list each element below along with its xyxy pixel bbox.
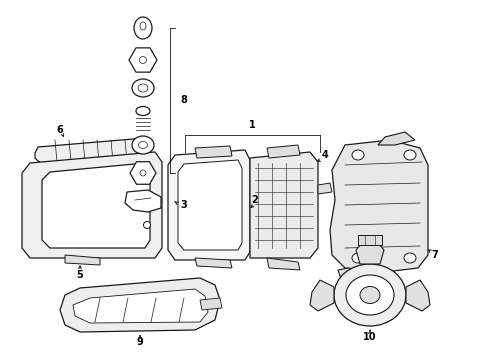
Polygon shape (195, 258, 232, 268)
Text: 6: 6 (57, 125, 63, 135)
Polygon shape (267, 258, 300, 270)
Text: 10: 10 (363, 332, 377, 342)
Polygon shape (338, 268, 375, 290)
Ellipse shape (136, 107, 150, 116)
Polygon shape (22, 152, 162, 258)
Ellipse shape (352, 253, 364, 263)
Polygon shape (60, 278, 220, 332)
Text: 2: 2 (252, 195, 258, 205)
Text: 9: 9 (137, 337, 144, 347)
Polygon shape (35, 138, 148, 163)
Text: 1: 1 (248, 120, 255, 130)
Ellipse shape (404, 150, 416, 160)
Ellipse shape (404, 253, 416, 263)
Ellipse shape (139, 141, 147, 149)
Ellipse shape (144, 221, 150, 229)
Polygon shape (200, 298, 222, 310)
Text: 3: 3 (181, 200, 187, 210)
Polygon shape (125, 190, 161, 212)
Polygon shape (330, 140, 428, 272)
Polygon shape (178, 160, 242, 250)
Ellipse shape (352, 150, 364, 160)
Ellipse shape (140, 57, 147, 63)
Ellipse shape (346, 275, 394, 315)
Ellipse shape (144, 192, 150, 198)
Polygon shape (42, 163, 150, 248)
Polygon shape (356, 243, 384, 264)
Polygon shape (250, 152, 318, 258)
Polygon shape (168, 150, 250, 260)
Polygon shape (378, 132, 415, 145)
Ellipse shape (132, 136, 154, 154)
Polygon shape (406, 280, 430, 311)
Polygon shape (65, 255, 100, 265)
Ellipse shape (334, 264, 406, 326)
Ellipse shape (140, 22, 146, 30)
Text: 4: 4 (321, 150, 328, 160)
Polygon shape (195, 146, 232, 158)
Polygon shape (318, 183, 332, 194)
Ellipse shape (360, 287, 380, 303)
Text: 8: 8 (180, 95, 188, 105)
Text: 5: 5 (76, 270, 83, 280)
Polygon shape (129, 48, 157, 72)
Polygon shape (130, 162, 156, 184)
Polygon shape (358, 235, 382, 245)
Text: 7: 7 (432, 250, 439, 260)
Ellipse shape (132, 79, 154, 97)
Ellipse shape (140, 170, 146, 176)
Polygon shape (267, 145, 300, 158)
Ellipse shape (134, 17, 152, 39)
Ellipse shape (138, 84, 148, 92)
Polygon shape (310, 280, 334, 311)
Polygon shape (73, 289, 208, 323)
